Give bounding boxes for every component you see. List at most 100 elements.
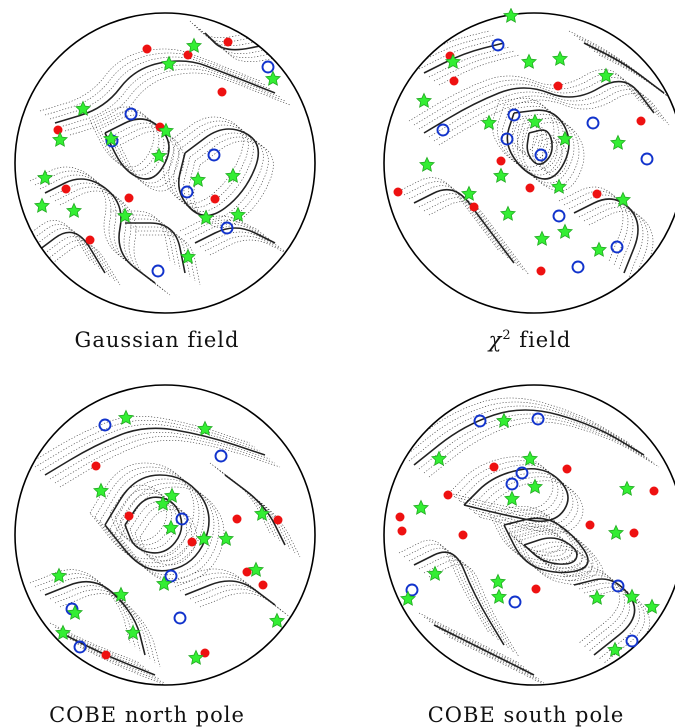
minimum-marker [508,595,522,609]
minimum-marker [98,418,112,432]
contour-line [194,588,286,614]
maximum-marker [553,81,563,91]
contour-line [59,440,281,488]
saddle-marker [597,67,615,83]
saddle-marker [229,206,247,222]
contour-line [468,472,574,526]
saddle-marker [499,205,517,221]
contour-line [448,456,554,510]
saddle-marker [526,478,544,494]
saddle-marker [412,499,430,515]
contour-line [168,120,249,208]
contour-line [29,569,131,644]
saddle-marker [102,130,120,146]
contour-line [443,632,545,684]
contour-line [523,537,578,565]
contour-line [39,577,141,652]
panel-cobe-south [379,380,675,690]
contour-line [115,214,176,266]
minimum-marker [611,579,625,593]
contour-line [513,526,599,581]
contour-line [174,572,266,598]
saddle-marker [520,53,538,69]
maximum-marker [258,580,268,590]
contour-line [498,514,584,569]
contour-line [568,30,650,82]
saddle-marker [588,589,606,605]
maximum-marker [61,184,71,194]
maximum-marker [223,37,233,47]
maximum-marker [217,87,227,97]
maximum-marker [629,528,639,538]
contour-line [114,126,180,188]
contour-line [193,140,274,228]
saddle-marker [430,450,448,466]
saddle-marker [268,612,286,628]
contour-line [120,218,181,270]
contour-line [54,186,166,292]
contour-line [502,105,565,176]
minimum-marker [491,38,505,52]
contour-line [541,141,568,177]
maximum-marker [489,462,499,472]
contour-line [194,227,276,244]
maximum-marker [531,584,541,594]
maximum-marker [200,648,210,658]
saddle-marker [74,100,92,116]
contour-line [506,109,570,180]
contour-line [418,38,500,70]
contour-line [184,580,276,606]
contour-line [588,46,670,98]
contour-line [54,589,156,664]
contour-line [536,137,563,173]
saddle-marker [185,37,203,53]
contour-line [54,60,276,124]
maximum-marker [395,512,405,522]
minimum-marker [151,264,165,278]
contour-line [39,174,151,280]
contour-line [563,190,629,266]
contour-line [568,194,634,270]
contour-line [34,573,136,648]
minimum-marker [531,412,545,426]
maximum-marker [242,567,252,577]
minimum-marker [261,60,275,74]
saddle-marker [65,202,83,218]
contour-line [94,110,160,172]
contour-line [129,500,187,558]
map-cobe-south [383,384,675,686]
saddle-marker [614,191,632,207]
caption-chi2-symbol: χ [488,328,503,352]
minimum-marker [124,107,138,121]
contour-line [593,50,675,102]
saddle-marker [189,171,207,187]
contour-line [69,72,291,136]
contour-line [219,44,291,62]
contour-line [59,593,161,668]
contour-line [428,85,660,138]
saddle-marker [590,241,608,257]
contour-line [219,470,281,542]
contour-line [518,530,604,585]
saddle-marker [607,524,625,540]
maximum-marker [536,266,546,276]
contour-line [413,188,515,264]
contour-line [189,20,261,38]
contour-line [119,130,185,192]
saddle-marker [418,156,436,172]
maximum-marker [393,187,403,197]
map-chi2 [383,8,675,314]
maximum-marker [91,461,101,471]
contour-line [199,592,291,618]
maximum-marker [636,116,646,126]
contour-line [583,206,649,282]
saddle-marker [195,530,213,546]
sky-boundary [14,12,316,314]
contour-line [134,504,192,562]
contour-line [492,97,555,168]
contour-line [130,226,191,278]
saddle-marker [426,565,444,581]
saddle-marker [623,588,641,604]
saddle-marker [224,167,242,183]
contour-line [558,186,624,262]
